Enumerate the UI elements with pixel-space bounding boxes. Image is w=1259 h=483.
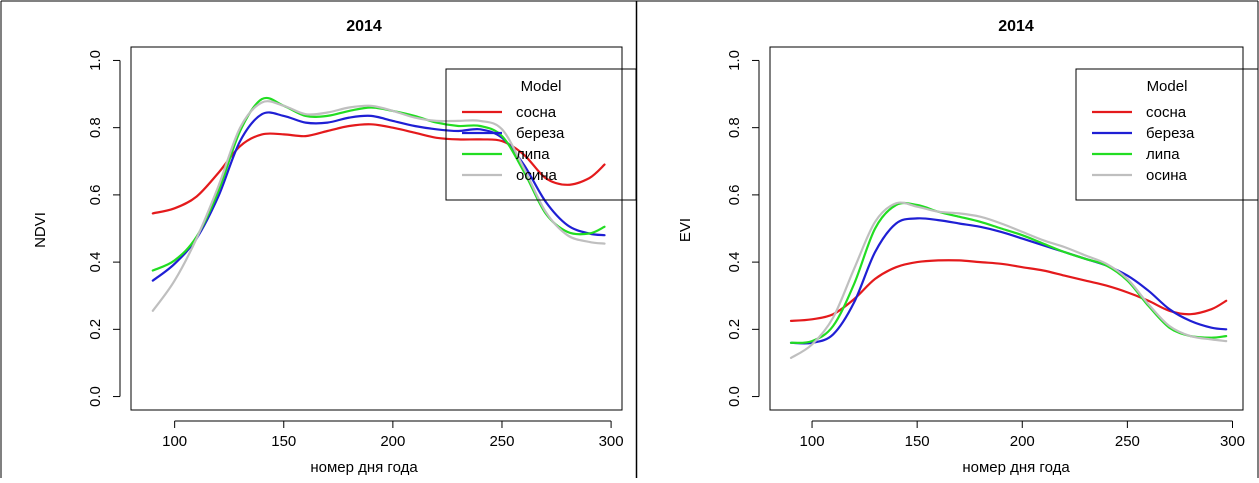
ndvi-x-axis-label: номер дня года xyxy=(310,459,418,476)
ndvi-plot-box xyxy=(130,46,623,411)
ndvi-legend-box xyxy=(445,68,637,201)
ndvi-legend-label: береза xyxy=(516,125,565,142)
evi-x-tick-label: 150 xyxy=(905,433,930,450)
evi-series-lines xyxy=(789,201,1228,359)
evi-series-липа xyxy=(789,201,1228,344)
ndvi-series-осина xyxy=(151,100,606,312)
evi-legend-label: осина xyxy=(1146,167,1188,184)
ndvi-y-axis: 0.0 0.2 0.4 0.6 0.8 1.0 xyxy=(87,50,121,407)
evi-legend-label: липа xyxy=(1146,146,1180,163)
ndvi-y-axis-label: NDVI xyxy=(32,212,49,248)
ndvi-y-tick-label: 0.8 xyxy=(87,117,104,138)
ndvi-y-tick-label: 0.2 xyxy=(87,319,104,340)
evi-y-axis-label: EVI xyxy=(677,218,694,242)
ndvi-x-tick-label: 200 xyxy=(380,433,405,450)
ndvi-series-береза xyxy=(151,111,606,282)
evi-x-tick-label: 100 xyxy=(800,433,825,450)
ndvi-legend-label: осина xyxy=(516,167,558,184)
evi-plot-box xyxy=(769,46,1244,411)
evi-x-axis-label: номер дня года xyxy=(962,459,1070,476)
ndvi-y-tick-label: 1.0 xyxy=(87,50,104,71)
evi-y-tick-label: 0.4 xyxy=(726,252,743,273)
ndvi-y-tick-label: 0.4 xyxy=(87,252,104,273)
evi-series-сосна xyxy=(789,259,1228,322)
ndvi-panel: 2014 100 150 200 250 300 0.00.20.40.60.81.0 … xyxy=(32,18,637,476)
evi-chart-title: 2014 xyxy=(998,18,1034,35)
ndvi-x-tick-label: 150 xyxy=(271,433,296,450)
ndvi-legend: Model сосна береза липа осина xyxy=(445,68,637,201)
ndvi-x-tick-label: 100 xyxy=(162,433,187,450)
evi-panel: 2014 100 150 200 250 300 0.00.20.40.60.81.0 … xyxy=(677,18,1259,476)
evi-legend: Model сосна береза липа осина xyxy=(1075,68,1259,201)
evi-legend-box xyxy=(1075,68,1259,201)
evi-y-tick-label: 1.0 xyxy=(726,50,743,71)
evi-y-tick-label: 0.6 xyxy=(726,184,743,205)
ndvi-legend-label: сосна xyxy=(516,104,557,121)
ndvi-x-tick-label: 250 xyxy=(489,433,514,450)
ndvi-x-tick-label: 300 xyxy=(599,433,624,450)
ndvi-legend-title: Model xyxy=(521,78,562,95)
evi-x-tick-label: 300 xyxy=(1220,433,1245,450)
evi-legend-label: береза xyxy=(1146,125,1195,142)
ndvi-chart-title: 2014 xyxy=(346,18,382,35)
evi-y-tick-label: 0.8 xyxy=(726,117,743,138)
evi-legend-label: сосна xyxy=(1146,104,1187,121)
evi-y-tick-label: 0.2 xyxy=(726,319,743,340)
evi-y-axis: 0.0 0.2 0.4 0.6 0.8 1.0 xyxy=(726,50,760,407)
evi-series-береза xyxy=(789,217,1228,345)
evi-x-axis: 100 150 200 250 300 xyxy=(800,420,1245,450)
ndvi-x-axis: 100 150 200 250 300 xyxy=(162,420,624,450)
evi-series-осина xyxy=(789,201,1228,359)
evi-x-tick-label: 200 xyxy=(1010,433,1035,450)
evi-x-tick-label: 250 xyxy=(1115,433,1140,450)
ndvi-y-tick-label: 0.0 xyxy=(87,386,104,407)
ndvi-legend-label: липа xyxy=(516,146,550,163)
ndvi-y-tick-label: 0.6 xyxy=(87,184,104,205)
evi-legend-title: Model xyxy=(1147,78,1188,95)
evi-y-tick-label: 0.0 xyxy=(726,386,743,407)
ndvi-series-lines xyxy=(151,96,606,312)
